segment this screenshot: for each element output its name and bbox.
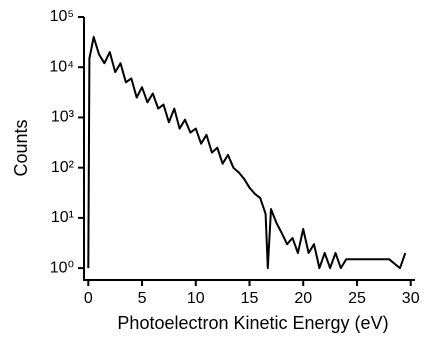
y-tick-label: 10⁵ (50, 8, 74, 25)
y-axis-label: Counts (11, 119, 31, 176)
x-tick-label: 20 (294, 290, 312, 307)
y-tick-label: 10² (51, 159, 75, 176)
y-tick-label: 10⁴ (49, 58, 74, 75)
y-tick-label: 10¹ (51, 209, 74, 226)
x-tick-label: 25 (348, 290, 366, 307)
x-axis-label: Photoelectron Kinetic Energy (eV) (117, 313, 388, 333)
x-tick-label: 15 (241, 290, 259, 307)
y-tick-label: 10⁰ (50, 259, 74, 276)
data-line (87, 36, 407, 270)
x-tick-label: 30 (402, 290, 420, 307)
x-tick-label: 10 (187, 290, 205, 307)
y-tick-label: 10³ (51, 109, 75, 126)
x-tick-label: 5 (138, 290, 147, 307)
x-tick-label: 0 (84, 290, 93, 307)
